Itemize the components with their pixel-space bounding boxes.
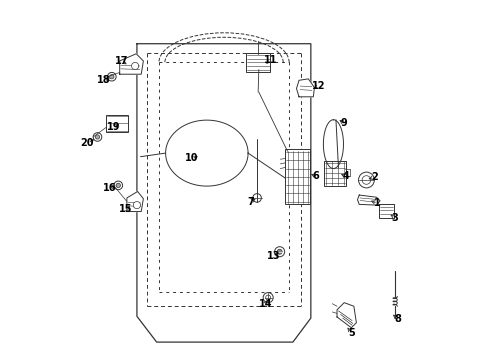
Text: 16: 16 — [103, 183, 117, 193]
Text: 12: 12 — [312, 81, 325, 91]
Text: 7: 7 — [247, 197, 254, 207]
Circle shape — [109, 75, 114, 79]
Text: 1: 1 — [373, 198, 380, 208]
Circle shape — [116, 183, 120, 188]
Circle shape — [95, 135, 100, 139]
Text: 15: 15 — [119, 204, 132, 215]
Polygon shape — [126, 192, 143, 212]
Text: 17: 17 — [115, 56, 128, 66]
Polygon shape — [357, 195, 379, 205]
Text: 8: 8 — [394, 314, 401, 324]
Polygon shape — [296, 79, 314, 97]
Text: 14: 14 — [258, 299, 271, 309]
Text: 13: 13 — [266, 251, 280, 261]
Circle shape — [358, 172, 373, 188]
Polygon shape — [378, 204, 394, 218]
Circle shape — [274, 247, 284, 257]
Bar — [245, 53, 270, 72]
Text: 6: 6 — [312, 171, 319, 181]
Circle shape — [133, 202, 140, 209]
Text: 19: 19 — [107, 122, 120, 132]
Text: 20: 20 — [81, 139, 94, 148]
Text: 2: 2 — [370, 172, 377, 182]
Polygon shape — [120, 54, 143, 74]
Circle shape — [114, 181, 122, 190]
Circle shape — [277, 249, 282, 254]
Circle shape — [265, 295, 270, 300]
Circle shape — [131, 62, 139, 69]
Polygon shape — [336, 303, 356, 328]
Circle shape — [93, 133, 102, 141]
Circle shape — [263, 293, 273, 303]
Circle shape — [362, 176, 370, 184]
Bar — [285, 149, 309, 204]
Text: 10: 10 — [184, 153, 198, 163]
Bar — [106, 115, 128, 132]
Text: 5: 5 — [348, 328, 355, 338]
Text: 18: 18 — [97, 75, 110, 85]
Text: 3: 3 — [391, 213, 398, 222]
Bar — [324, 161, 345, 186]
Text: 4: 4 — [342, 171, 348, 181]
Text: 11: 11 — [263, 55, 277, 65]
Circle shape — [107, 72, 116, 81]
Text: 9: 9 — [340, 118, 347, 128]
Circle shape — [252, 194, 261, 202]
